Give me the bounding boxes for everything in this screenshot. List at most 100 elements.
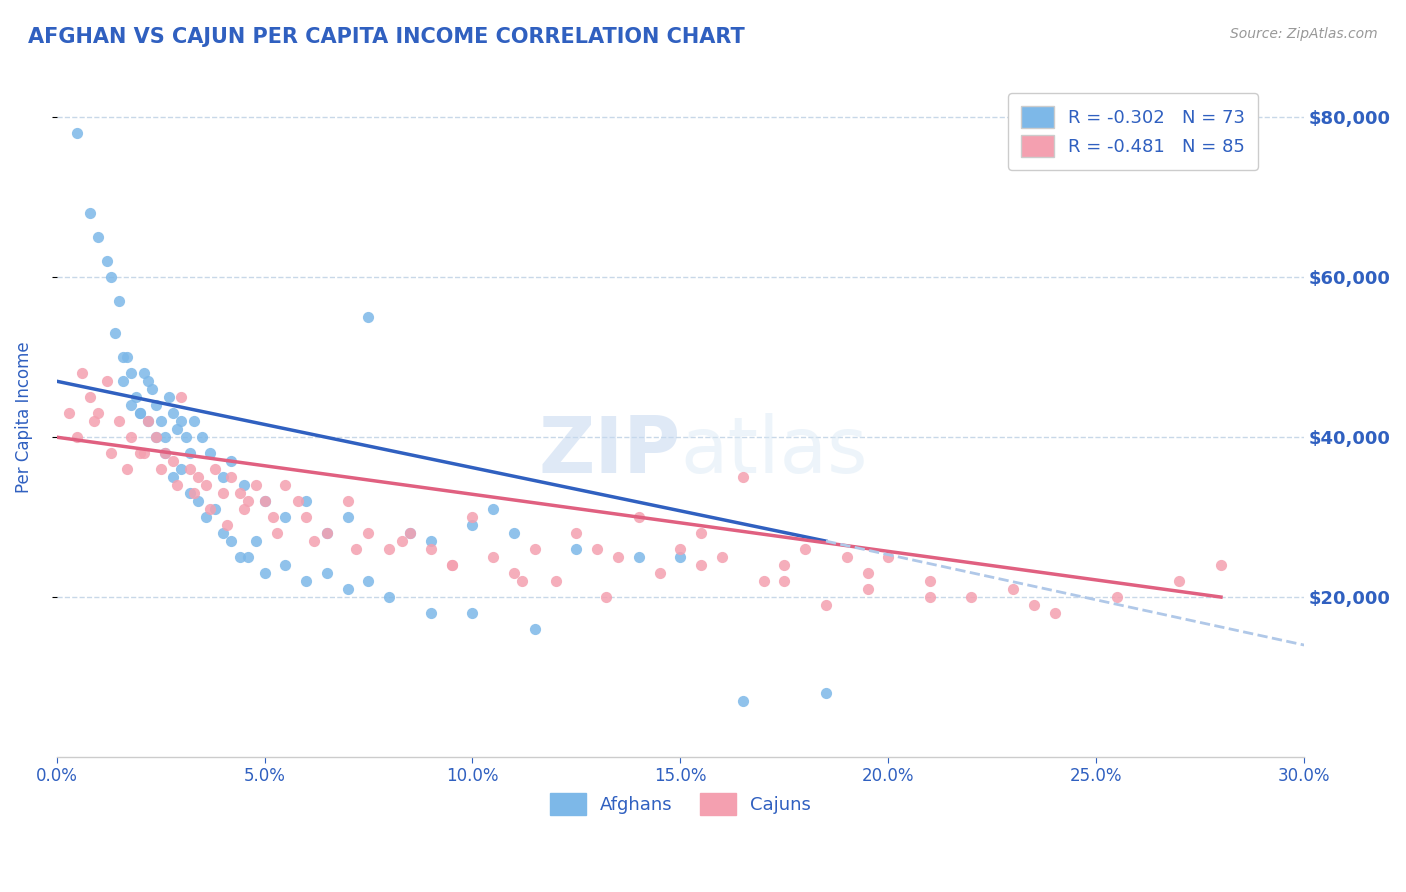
Point bbox=[523, 622, 546, 636]
Point bbox=[856, 582, 879, 596]
Point bbox=[877, 550, 900, 565]
Point bbox=[731, 694, 754, 708]
Point bbox=[960, 590, 983, 604]
Point bbox=[104, 326, 127, 341]
Point bbox=[336, 510, 359, 524]
Point bbox=[157, 390, 180, 404]
Point bbox=[399, 526, 422, 541]
Point bbox=[66, 127, 89, 141]
Point bbox=[503, 526, 526, 541]
Point bbox=[170, 390, 193, 404]
Point bbox=[669, 550, 692, 565]
Point bbox=[100, 270, 122, 285]
Point bbox=[357, 310, 380, 325]
Point bbox=[195, 478, 218, 492]
Point bbox=[482, 502, 505, 516]
Point bbox=[440, 558, 463, 573]
Point bbox=[461, 510, 484, 524]
Point bbox=[232, 478, 254, 492]
Point bbox=[1002, 582, 1025, 596]
Text: Source: ZipAtlas.com: Source: ZipAtlas.com bbox=[1230, 27, 1378, 41]
Point bbox=[419, 542, 441, 557]
Point bbox=[627, 550, 650, 565]
Point bbox=[83, 414, 105, 428]
Point bbox=[87, 406, 110, 420]
Point bbox=[124, 390, 146, 404]
Point bbox=[1105, 590, 1128, 604]
Point bbox=[219, 454, 242, 468]
Point bbox=[523, 542, 546, 557]
Point bbox=[835, 550, 858, 565]
Point bbox=[295, 574, 318, 588]
Point bbox=[219, 470, 242, 484]
Point bbox=[100, 446, 122, 460]
Point bbox=[170, 414, 193, 428]
Point bbox=[461, 518, 484, 533]
Point bbox=[287, 494, 309, 508]
Point bbox=[149, 462, 172, 476]
Point bbox=[690, 558, 713, 573]
Point bbox=[512, 574, 534, 588]
Point bbox=[166, 478, 188, 492]
Point bbox=[245, 534, 267, 549]
Point bbox=[627, 510, 650, 524]
Point bbox=[170, 462, 193, 476]
Point bbox=[200, 502, 222, 516]
Point bbox=[66, 430, 89, 444]
Point bbox=[121, 430, 143, 444]
Point bbox=[108, 414, 131, 428]
Point bbox=[357, 526, 380, 541]
Point bbox=[440, 558, 463, 573]
Point bbox=[794, 542, 817, 557]
Point bbox=[112, 350, 135, 364]
Point bbox=[219, 534, 242, 549]
Point bbox=[121, 398, 143, 412]
Point bbox=[179, 462, 201, 476]
Point bbox=[1209, 558, 1232, 573]
Point bbox=[117, 462, 139, 476]
Point bbox=[166, 422, 188, 436]
Point bbox=[212, 526, 235, 541]
Point bbox=[145, 430, 167, 444]
Point bbox=[212, 470, 235, 484]
Point bbox=[586, 542, 609, 557]
Point bbox=[183, 414, 205, 428]
Point bbox=[96, 374, 118, 388]
Point bbox=[70, 366, 93, 380]
Text: AFGHAN VS CAJUN PER CAPITA INCOME CORRELATION CHART: AFGHAN VS CAJUN PER CAPITA INCOME CORREL… bbox=[28, 27, 745, 46]
Point bbox=[141, 382, 163, 396]
Point bbox=[814, 686, 837, 700]
Point bbox=[128, 406, 150, 420]
Point bbox=[136, 374, 159, 388]
Point bbox=[253, 566, 276, 580]
Point bbox=[461, 606, 484, 620]
Point bbox=[79, 206, 101, 220]
Point bbox=[117, 350, 139, 364]
Point bbox=[212, 486, 235, 500]
Point bbox=[204, 502, 226, 516]
Point bbox=[149, 414, 172, 428]
Point bbox=[378, 590, 401, 604]
Point bbox=[253, 494, 276, 508]
Point bbox=[773, 558, 796, 573]
Point bbox=[145, 430, 167, 444]
Point bbox=[217, 518, 239, 533]
Point bbox=[918, 574, 941, 588]
Point bbox=[391, 534, 413, 549]
Point bbox=[274, 510, 297, 524]
Point bbox=[378, 542, 401, 557]
Point bbox=[145, 398, 167, 412]
Point bbox=[162, 470, 184, 484]
Point bbox=[266, 526, 288, 541]
Text: atlas: atlas bbox=[681, 413, 868, 489]
Point bbox=[108, 294, 131, 309]
Point bbox=[228, 486, 250, 500]
Point bbox=[503, 566, 526, 580]
Point bbox=[132, 446, 155, 460]
Point bbox=[773, 574, 796, 588]
Point bbox=[136, 414, 159, 428]
Point bbox=[179, 446, 201, 460]
Point bbox=[399, 526, 422, 541]
Point bbox=[304, 534, 326, 549]
Point bbox=[731, 470, 754, 484]
